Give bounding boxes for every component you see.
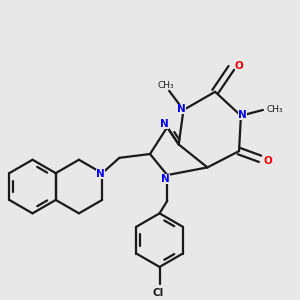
Text: CH₃: CH₃ (157, 81, 174, 90)
Text: CH₃: CH₃ (266, 104, 283, 113)
Text: N: N (177, 104, 186, 114)
Text: O: O (263, 156, 272, 166)
Text: N: N (161, 174, 170, 184)
Text: N: N (96, 169, 105, 179)
Text: N: N (160, 119, 169, 129)
Text: Cl: Cl (152, 288, 163, 298)
Text: O: O (235, 61, 243, 71)
Text: N: N (238, 110, 247, 120)
